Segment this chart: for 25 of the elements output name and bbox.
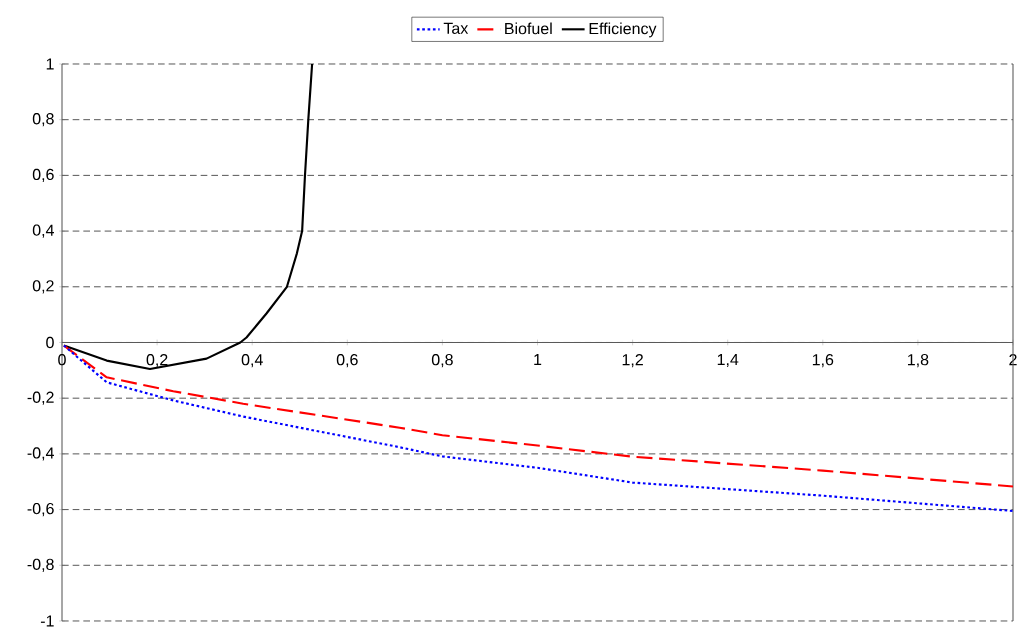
y-tick-label: 0,8: [32, 113, 54, 127]
x-tick-label: 1,4: [717, 354, 739, 368]
y-tick-label: -0,6: [27, 502, 54, 517]
y-tick-label: -0,4: [27, 447, 54, 461]
y-tick-label: 0: [46, 336, 54, 349]
x-tick-label: 1,6: [812, 354, 834, 368]
x-tick-label: 0,2: [146, 354, 168, 368]
x-tick-label: 0,8: [431, 354, 453, 368]
y-tick-label: -1: [40, 615, 54, 627]
x-tick-label: 1: [534, 354, 542, 366]
legend-label: Efficiency: [589, 22, 657, 38]
legend-label: Biofuel: [505, 22, 552, 35]
y-tick-label: -0,2: [27, 391, 54, 405]
x-tick-label: 2: [1009, 354, 1017, 366]
y-tick-label: 1: [46, 58, 54, 70]
x-tick-label: 0,6: [336, 354, 358, 368]
y-tick-label: 0,6: [32, 168, 54, 182]
y-tick-label: 0,4: [32, 224, 54, 238]
x-tick-label: 1,2: [622, 354, 643, 368]
y-tick-label: 0,2: [32, 280, 54, 294]
x-tick-label: 1,8: [907, 354, 929, 368]
y-tick-label: -0,8: [27, 558, 54, 572]
x-tick-label: 0,4: [241, 354, 263, 368]
legend-label: Tax: [443, 22, 469, 34]
x-tick-label: 0: [58, 354, 66, 366]
